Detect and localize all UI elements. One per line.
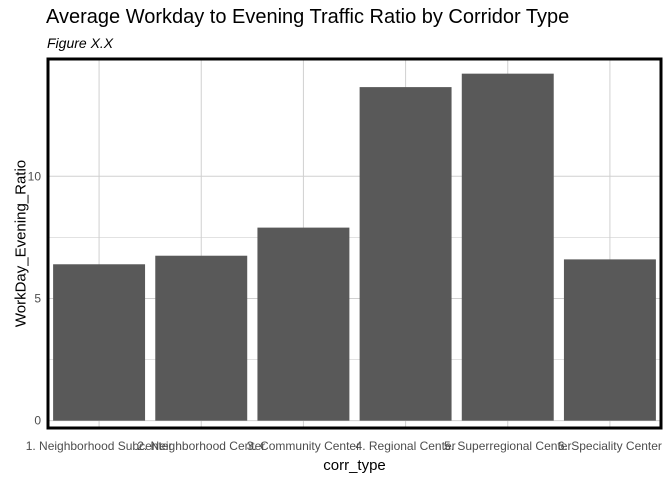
x-tick-label: 3. Community Center <box>247 439 360 453</box>
y-tick-label: 0 <box>34 414 41 428</box>
x-tick-label: 5. Superregional Center <box>444 439 571 453</box>
bars <box>53 73 656 421</box>
chart-title: Average Workday to Evening Traffic Ratio… <box>46 6 570 28</box>
x-tick-label: 1. Neighborhood Subcenter <box>26 439 173 453</box>
y-tick-label: 5 <box>34 291 41 305</box>
bar <box>461 73 554 421</box>
y-axis-title: WorkDay_Evening_Ratio <box>12 160 29 327</box>
y-axis-ticks: 0 5 10 <box>28 169 42 427</box>
x-tick-label: 6. Speciality Center <box>558 439 662 453</box>
y-tick-label: 10 <box>28 169 42 183</box>
bar <box>359 87 452 421</box>
chart-subtitle: Figure X.X <box>47 35 114 51</box>
x-axis-title: corr_type <box>323 457 386 474</box>
bar <box>257 227 350 421</box>
bar <box>53 264 146 421</box>
plot-border <box>46 57 663 430</box>
x-tick-label: 2. Neighborhood Center <box>137 439 265 453</box>
bar <box>155 255 248 421</box>
x-tick-label: 4. Regional Center <box>356 439 456 453</box>
bar <box>563 259 656 421</box>
